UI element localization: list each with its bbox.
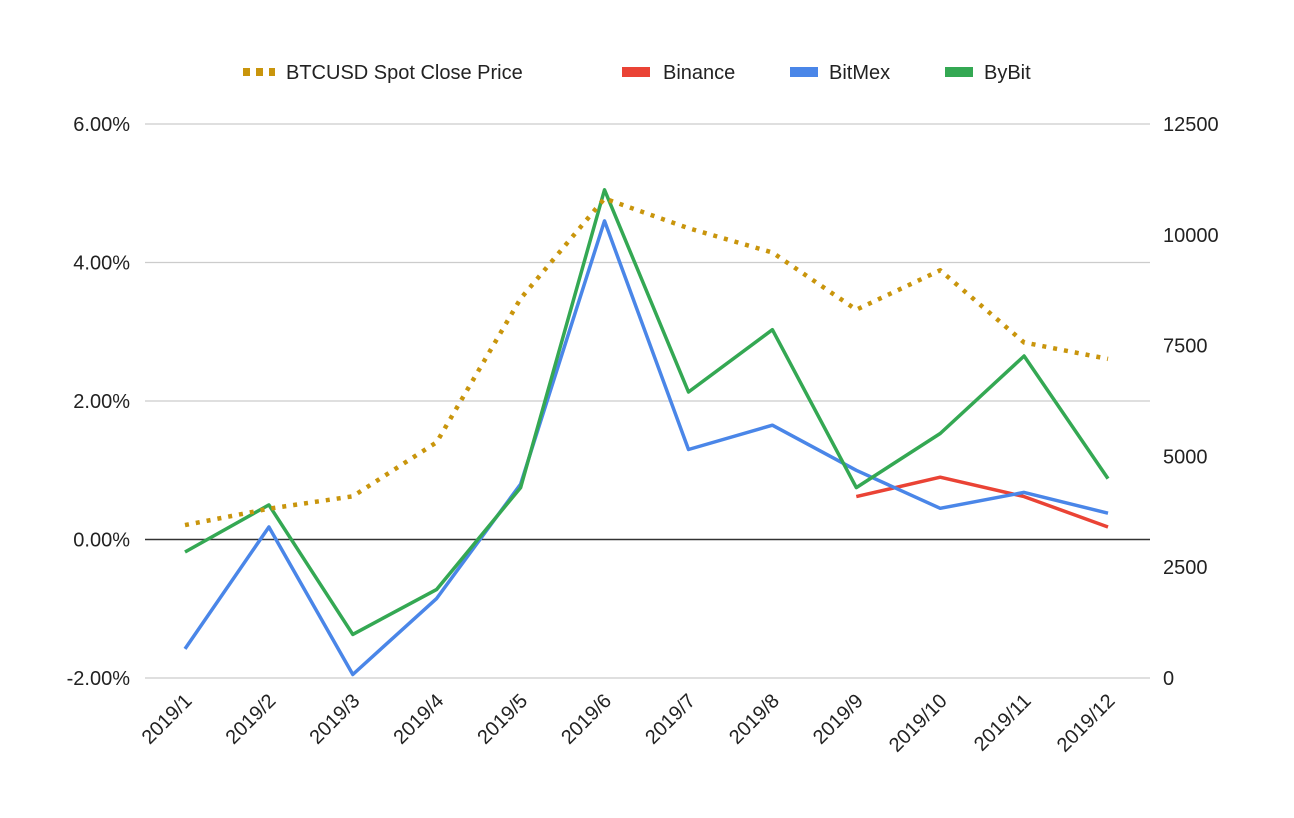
left-axis-tick-label: -2.00% [67,668,131,690]
x-axis-tick-label: 2019/10 [885,690,952,757]
legend: BTCUSD Spot Close Price Binance BitMex ByBi… [243,62,1031,84]
legend-label: Binance [663,62,735,84]
right-axis-tick-label: 7500 [1163,336,1208,358]
left-axis-ticks: -2.00% 0.00% 2.00% 4.00% 6.00% [67,114,131,690]
legend-swatch [622,67,650,77]
x-axis-tick-label: 2019/6 [557,690,616,749]
left-axis-tick-label: 0.00% [73,530,130,552]
x-axis-tick-label: 2019/2 [222,690,281,749]
legend-item: Binance [622,62,735,84]
right-axis-ticks: 0 2500 5000 7500 10000 12500 [1163,114,1219,690]
left-axis-tick-label: 2.00% [73,391,130,413]
left-axis-tick-label: 4.00% [73,253,130,275]
right-axis-tick-label: 5000 [1163,446,1208,468]
legend-item: BTCUSD Spot Close Price [243,62,523,84]
series-line-binance [855,475,1109,529]
x-axis-tick-label: 2019/9 [809,690,868,749]
series-line-btcusd-spot-close-price [184,196,1109,528]
series-line-bybit [184,188,1110,637]
right-axis-tick-label: 0 [1163,668,1174,690]
right-axis-tick-label: 2500 [1163,557,1208,579]
x-axis-ticks: 2019/1 2019/2 2019/3 2019/4 2019/5 2019/6 2019… [138,690,1120,757]
legend-label: ByBit [984,62,1031,84]
x-axis-tick-label: 2019/12 [1053,690,1120,757]
right-axis-tick-label: 12500 [1163,114,1219,136]
x-axis-tick-label: 2019/8 [725,690,784,749]
x-axis-tick-label: 2019/7 [641,690,700,749]
right-axis-tick-label: 10000 [1163,225,1219,247]
x-axis-tick-label: 2019/4 [389,690,448,749]
x-axis-tick-label: 2019/1 [138,690,197,749]
x-axis-tick-label: 2019/3 [306,690,365,749]
legend-item: BitMex [790,62,890,84]
series-lines [183,188,1110,677]
legend-item: ByBit [945,62,1031,84]
left-axis-tick-label: 6.00% [73,114,130,136]
legend-label: BitMex [829,62,890,84]
x-axis-tick-label: 2019/11 [970,690,1036,756]
legend-swatch [790,67,818,77]
series-line-bitmex [183,219,1109,677]
legend-label: BTCUSD Spot Close Price [286,62,523,84]
legend-swatch [945,67,973,77]
gridlines [145,123,1150,679]
x-axis-tick-label: 2019/5 [473,690,532,749]
